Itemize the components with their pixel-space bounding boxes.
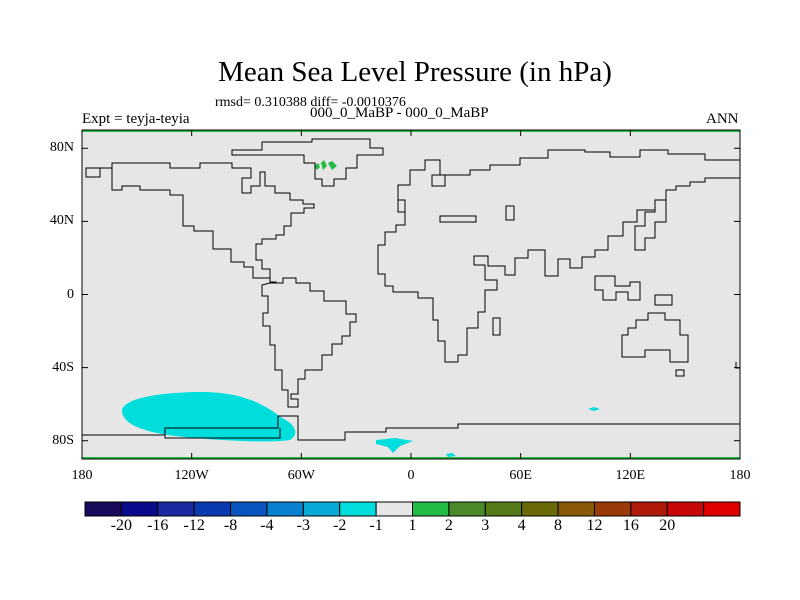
y-tick-label: 80N xyxy=(49,140,74,156)
indian-ocean-negative-region xyxy=(588,407,600,411)
axis-tick-marks xyxy=(81,130,741,459)
coastline-caspian xyxy=(505,205,515,221)
experiment-label: Expt = teyja-teyia xyxy=(82,111,190,127)
colorbar-label: -8 xyxy=(223,517,238,534)
coastline-scandinavia xyxy=(431,174,446,187)
colorbar-box xyxy=(84,501,122,517)
coastline-greenland xyxy=(231,138,384,187)
x-tick-label: 0 xyxy=(407,468,415,483)
coastline-north-america xyxy=(85,162,315,284)
coastline-australia xyxy=(621,312,689,363)
colorbar-box xyxy=(302,501,341,517)
y-tick-label: 40S xyxy=(52,359,74,375)
colorbar-label: -4 xyxy=(260,517,274,534)
coastline-madagascar xyxy=(492,317,501,336)
colorbar-box xyxy=(484,501,523,517)
colorbar-box xyxy=(448,501,486,517)
rmsd-diff-stats: rmsd= 0.310388 diff= -0.0010376 xyxy=(215,95,406,110)
colorbar-label: 4 xyxy=(517,517,526,534)
colorbar-box xyxy=(666,501,705,517)
coastline-antarctica xyxy=(82,415,740,441)
colorbar-label: 16 xyxy=(622,517,639,534)
coastline-ross-sea xyxy=(164,428,281,439)
x-tick-label: 180 xyxy=(729,468,751,483)
colorbar-box xyxy=(593,501,632,517)
season-label: ANN xyxy=(706,111,739,127)
colorbar-box xyxy=(120,501,159,517)
colorbar-box xyxy=(375,501,414,517)
coastline-asia-east xyxy=(634,199,667,251)
colorbar-label: -12 xyxy=(183,517,205,534)
colorbar-box xyxy=(703,501,741,517)
colorbar-label: 12 xyxy=(586,517,603,534)
colorbar-label: -2 xyxy=(333,517,347,534)
weddell-sea-negative-region xyxy=(376,438,413,453)
coastline-british-isles xyxy=(397,199,406,213)
x-tick-label: 60E xyxy=(509,468,532,483)
x-tick-label: 180 xyxy=(71,468,93,483)
colorbar-box xyxy=(557,501,595,517)
colorbar-box xyxy=(630,501,668,517)
greenland-positive-region-3 xyxy=(328,161,337,170)
colorbar-box xyxy=(266,501,304,517)
coastline-south-america xyxy=(261,277,357,408)
colorbar-box xyxy=(521,501,559,517)
greenland-positive-region-1 xyxy=(314,163,320,170)
colorbar-box xyxy=(230,501,268,517)
colorbar-label: 8 xyxy=(554,517,563,534)
antarctic-coast-negative-region xyxy=(446,453,456,457)
colorbar-box xyxy=(412,501,450,517)
y-tick-label: 40N xyxy=(49,213,74,229)
colorbar-label: -1 xyxy=(369,517,383,534)
x-tick-label: 60W xyxy=(287,468,315,483)
colorbar-box xyxy=(193,501,232,517)
y-tick-label: 0 xyxy=(67,286,74,302)
colorbar-label: -16 xyxy=(147,517,169,534)
colorbar-label: 3 xyxy=(481,517,490,534)
colorbar-label: -3 xyxy=(296,517,310,534)
y-tick-label: 80S xyxy=(52,432,74,448)
greenland-positive-region-2 xyxy=(321,160,327,170)
coastline-indonesia xyxy=(594,275,673,306)
x-tick-label: 120W xyxy=(174,468,209,483)
colorbar-label: -20 xyxy=(110,517,133,534)
x-tick-label: 120E xyxy=(615,468,646,483)
coastline-mediterranean xyxy=(439,215,477,223)
colorbar-label: 20 xyxy=(659,517,676,534)
colorbar-box xyxy=(339,501,377,517)
colorbar-box xyxy=(157,501,195,517)
coastline-eurasia-africa xyxy=(377,149,741,363)
coastlines xyxy=(82,138,741,441)
period-label: 000_0_MaBP - 000_0_MaBP xyxy=(310,105,489,121)
plot-title: Mean Sea Level Pressure (in hPa) xyxy=(218,56,612,88)
colorbar-label: 2 xyxy=(444,517,453,534)
colorbar-label: 1 xyxy=(408,517,417,534)
